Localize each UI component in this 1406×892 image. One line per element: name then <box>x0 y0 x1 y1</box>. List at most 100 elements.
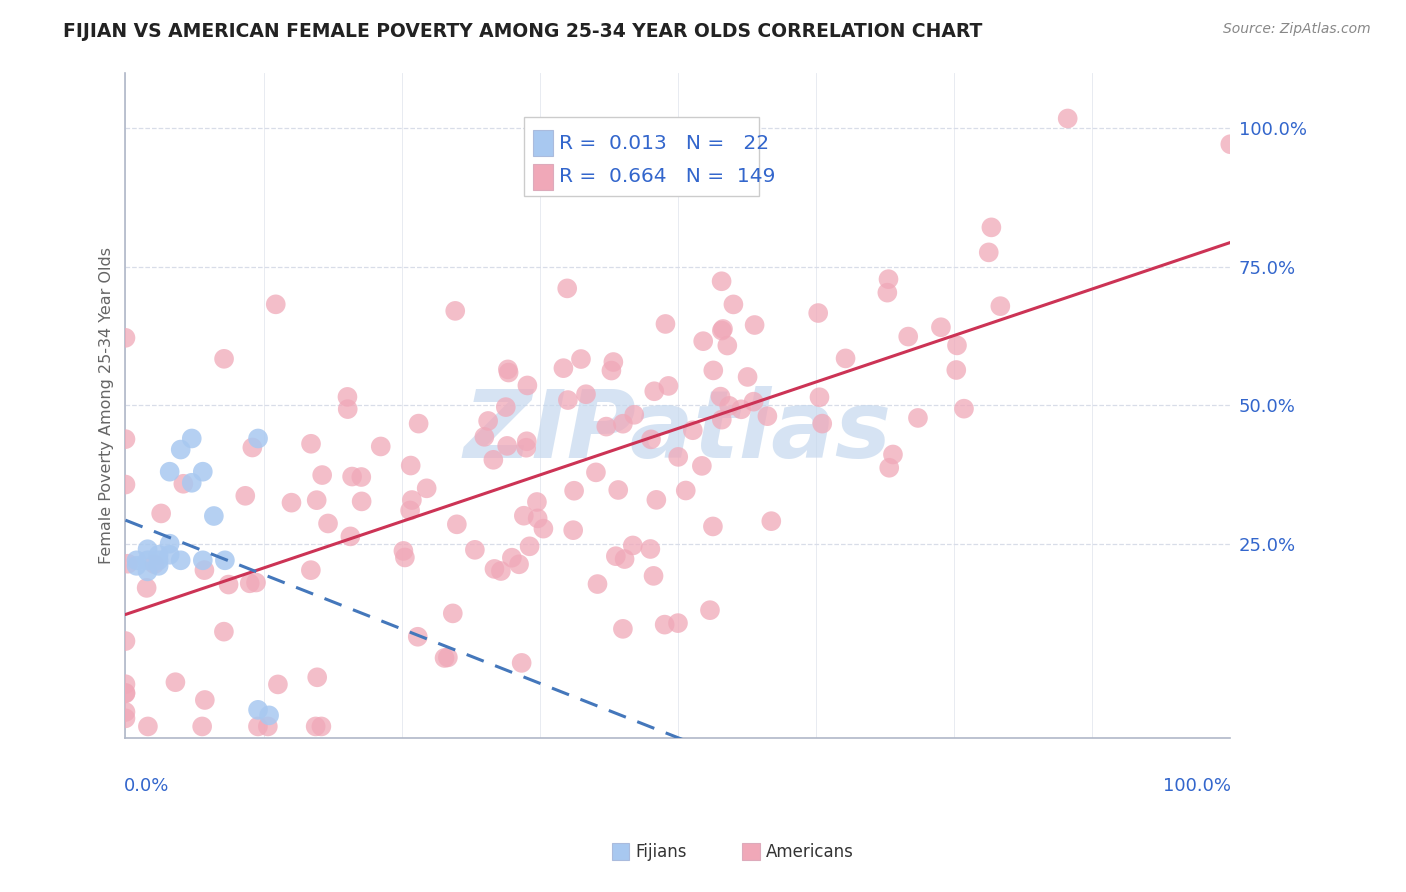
Point <box>125 558 148 573</box>
Point <box>710 412 733 426</box>
Point <box>392 544 415 558</box>
Point <box>516 378 538 392</box>
Text: Source: ZipAtlas.com: Source: ZipAtlas.com <box>1223 22 1371 37</box>
Point <box>305 719 328 733</box>
Point <box>553 361 575 376</box>
Point <box>718 399 741 413</box>
Point <box>643 384 665 399</box>
Point <box>170 553 193 567</box>
Point <box>150 507 173 521</box>
Point <box>307 670 329 684</box>
Point <box>437 650 460 665</box>
Point <box>180 432 202 446</box>
Point <box>477 414 499 428</box>
Point <box>953 401 976 416</box>
Point <box>401 493 423 508</box>
Point <box>882 448 904 462</box>
Point <box>682 423 704 437</box>
Y-axis label: Female Poverty Among 25-34 Year Olds: Female Poverty Among 25-34 Year Olds <box>100 247 114 564</box>
Point <box>929 320 952 334</box>
Point <box>980 220 1002 235</box>
Point <box>526 511 548 525</box>
Point <box>350 470 373 484</box>
Point <box>191 553 214 567</box>
Point <box>557 392 579 407</box>
Point <box>613 552 636 566</box>
Point <box>170 442 193 457</box>
Point <box>945 363 967 377</box>
Point <box>240 441 263 455</box>
Point <box>136 565 159 579</box>
Point <box>482 452 505 467</box>
Point <box>474 430 496 444</box>
Point <box>444 304 467 318</box>
Point <box>643 569 665 583</box>
Point <box>811 417 834 431</box>
Point <box>136 553 159 567</box>
Point <box>394 550 416 565</box>
Point <box>114 705 136 719</box>
Point <box>513 508 536 523</box>
Point <box>710 324 733 338</box>
Point <box>977 245 1000 260</box>
Point <box>612 622 634 636</box>
Point <box>730 402 752 417</box>
Point <box>562 523 585 537</box>
Point <box>742 394 765 409</box>
Point <box>640 433 662 447</box>
Point <box>336 402 359 417</box>
Point <box>709 390 731 404</box>
Point <box>877 272 900 286</box>
Point <box>496 439 519 453</box>
Point <box>246 719 269 733</box>
Point <box>988 299 1011 313</box>
Point <box>446 517 468 532</box>
Point <box>202 508 225 523</box>
Point <box>114 477 136 491</box>
Point <box>716 338 738 352</box>
Point <box>654 317 676 331</box>
Point <box>143 557 166 571</box>
Point <box>907 411 929 425</box>
Point <box>239 576 262 591</box>
Point <box>165 675 187 690</box>
Point <box>808 390 831 404</box>
Point <box>531 522 554 536</box>
Point <box>702 363 724 377</box>
Point <box>645 492 668 507</box>
Point <box>897 329 920 343</box>
Point <box>399 458 422 473</box>
Point <box>247 703 270 717</box>
Point <box>640 541 662 556</box>
Point <box>212 351 235 366</box>
Point <box>496 362 519 376</box>
Point <box>136 542 159 557</box>
Point <box>744 318 766 332</box>
Point <box>702 519 724 533</box>
Point <box>877 460 900 475</box>
Point <box>114 634 136 648</box>
Point <box>114 686 136 700</box>
Point <box>761 514 783 528</box>
Point <box>692 334 714 348</box>
Point <box>136 719 159 733</box>
Point <box>218 577 240 591</box>
Point <box>316 516 339 531</box>
Point <box>1056 112 1078 126</box>
Point <box>299 563 322 577</box>
Point <box>117 557 139 571</box>
Point <box>114 711 136 725</box>
Point <box>666 450 689 464</box>
Point <box>370 440 392 454</box>
Point <box>612 417 634 431</box>
Point <box>267 677 290 691</box>
Point <box>605 549 627 564</box>
Point <box>675 483 697 498</box>
Point <box>498 366 520 380</box>
Point <box>595 419 617 434</box>
Point <box>441 607 464 621</box>
Point <box>245 575 267 590</box>
Point <box>159 465 181 479</box>
Point <box>489 564 512 578</box>
Point <box>876 285 898 300</box>
